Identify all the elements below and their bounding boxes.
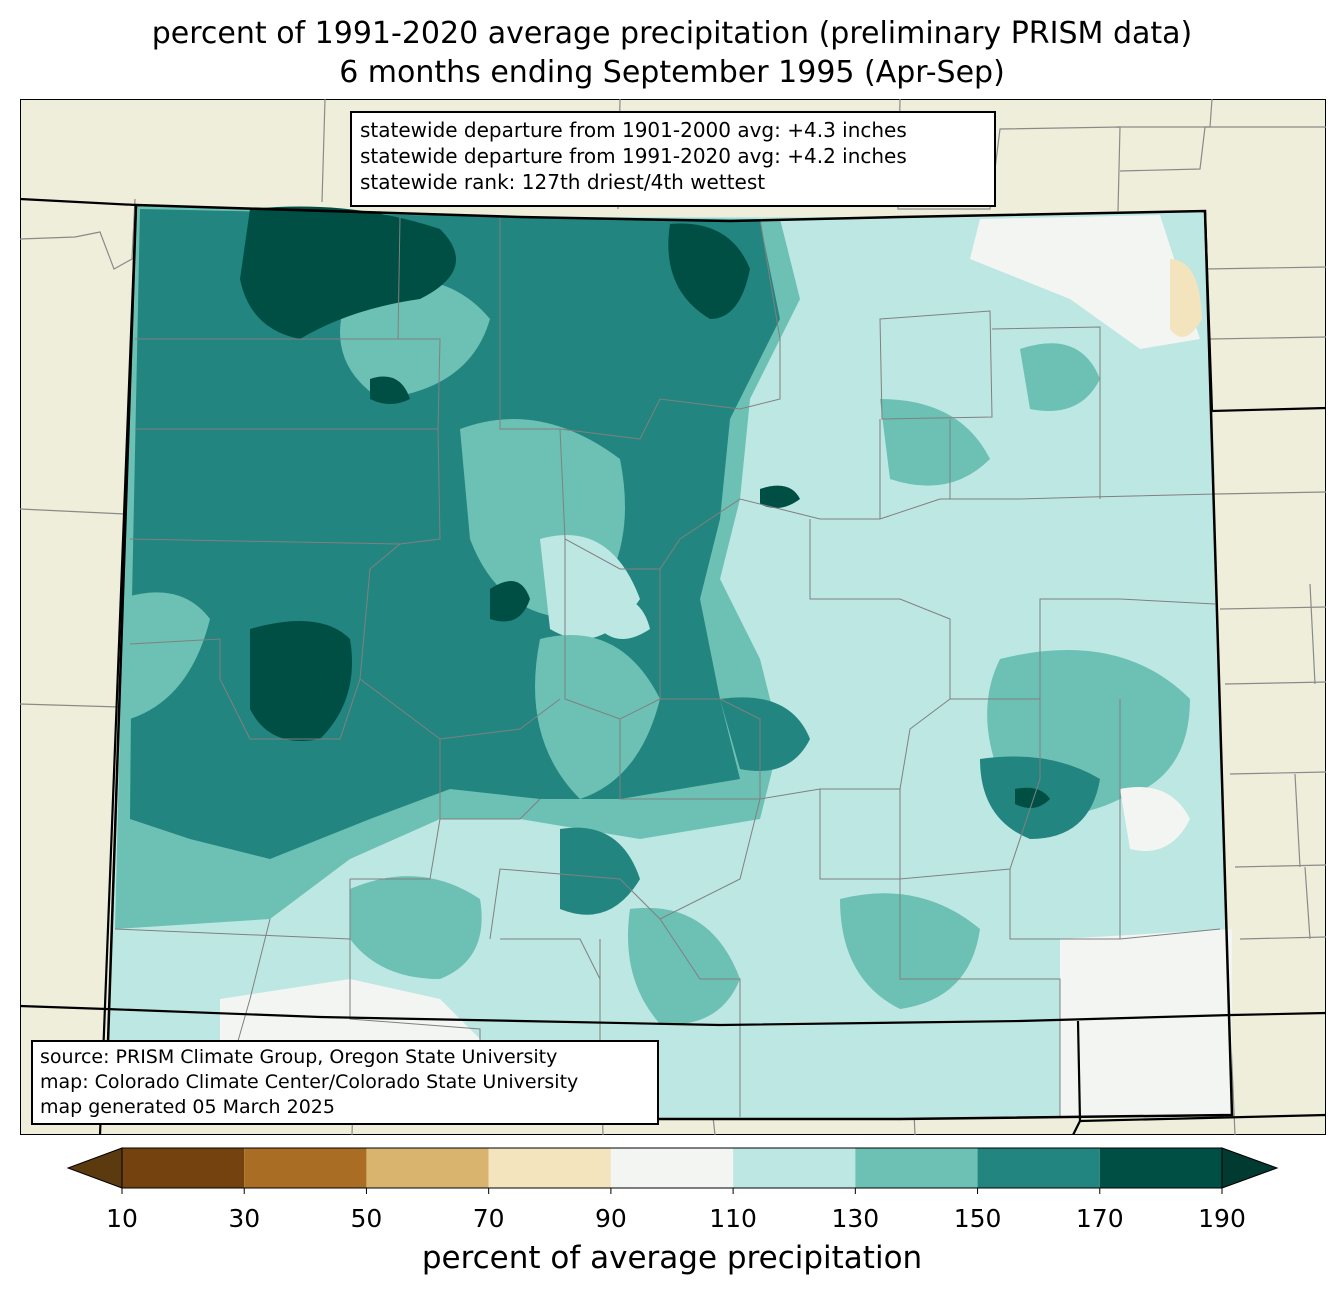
source-line: source: PRISM Climate Group, Oregon Stat… — [40, 1046, 558, 1068]
precipitation-map — [20, 99, 1326, 1135]
colorbar-tick-label: 30 — [228, 1204, 261, 1233]
precip-contours — [106, 205, 1232, 1117]
colorbar-segment — [488, 1148, 611, 1188]
colorbar-outline — [121, 1147, 1223, 1189]
map-title-line1: percent of 1991-2020 average precipitati… — [151, 16, 1193, 51]
departure-1901-2000: statewide departure from 1901-2000 avg: … — [360, 118, 907, 142]
colorbar-tick-label: 170 — [1075, 1204, 1124, 1233]
colorbar-tick-label: 190 — [1198, 1204, 1246, 1233]
colorbar-tick-label: 150 — [953, 1204, 1002, 1233]
colorbar-segment — [855, 1148, 978, 1188]
colorbar-extend-low — [66, 1147, 123, 1189]
colorbar-tick-label: 90 — [594, 1204, 627, 1233]
colorbar-extend-high — [1221, 1147, 1279, 1189]
colorbar-tick-label: 10 — [106, 1204, 138, 1233]
departure-1991-2020: statewide departure from 1991-2020 avg: … — [360, 144, 907, 168]
colorbar-segment — [733, 1148, 856, 1188]
map-credit-line: map: Colorado Climate Center/Colorado St… — [40, 1071, 579, 1093]
colorbar-segment — [122, 1148, 245, 1188]
colorbar-segment — [977, 1148, 1100, 1188]
statewide-stats-box: statewide departure from 1901-2000 avg: … — [350, 111, 996, 207]
colorbar-segment — [244, 1148, 367, 1188]
colorbar-segment — [1099, 1148, 1222, 1188]
source-box: source: PRISM Climate Group, Oregon Stat… — [31, 1040, 659, 1125]
map-title-line2: 6 months ending September 1995 (Apr-Sep) — [339, 55, 1005, 90]
colorbar-segment — [366, 1148, 489, 1188]
generated-date-line: map generated 05 March 2025 — [40, 1096, 335, 1118]
colorbar-tick-label: 110 — [709, 1204, 757, 1233]
colorbar-tick-label: 130 — [831, 1204, 880, 1233]
colorbar-label: percent of average precipitation — [421, 1240, 923, 1276]
state-borders — [20, 197, 1326, 1135]
colorbar-segments — [66, 1147, 1279, 1194]
statewide-rank: statewide rank: 127th driest/4th wettest — [360, 170, 766, 194]
colorbar-tick-label: 70 — [472, 1204, 505, 1233]
colorbar — [66, 1147, 1279, 1194]
colorbar-tick-label: 50 — [350, 1204, 383, 1233]
colorbar-segment — [610, 1148, 734, 1188]
